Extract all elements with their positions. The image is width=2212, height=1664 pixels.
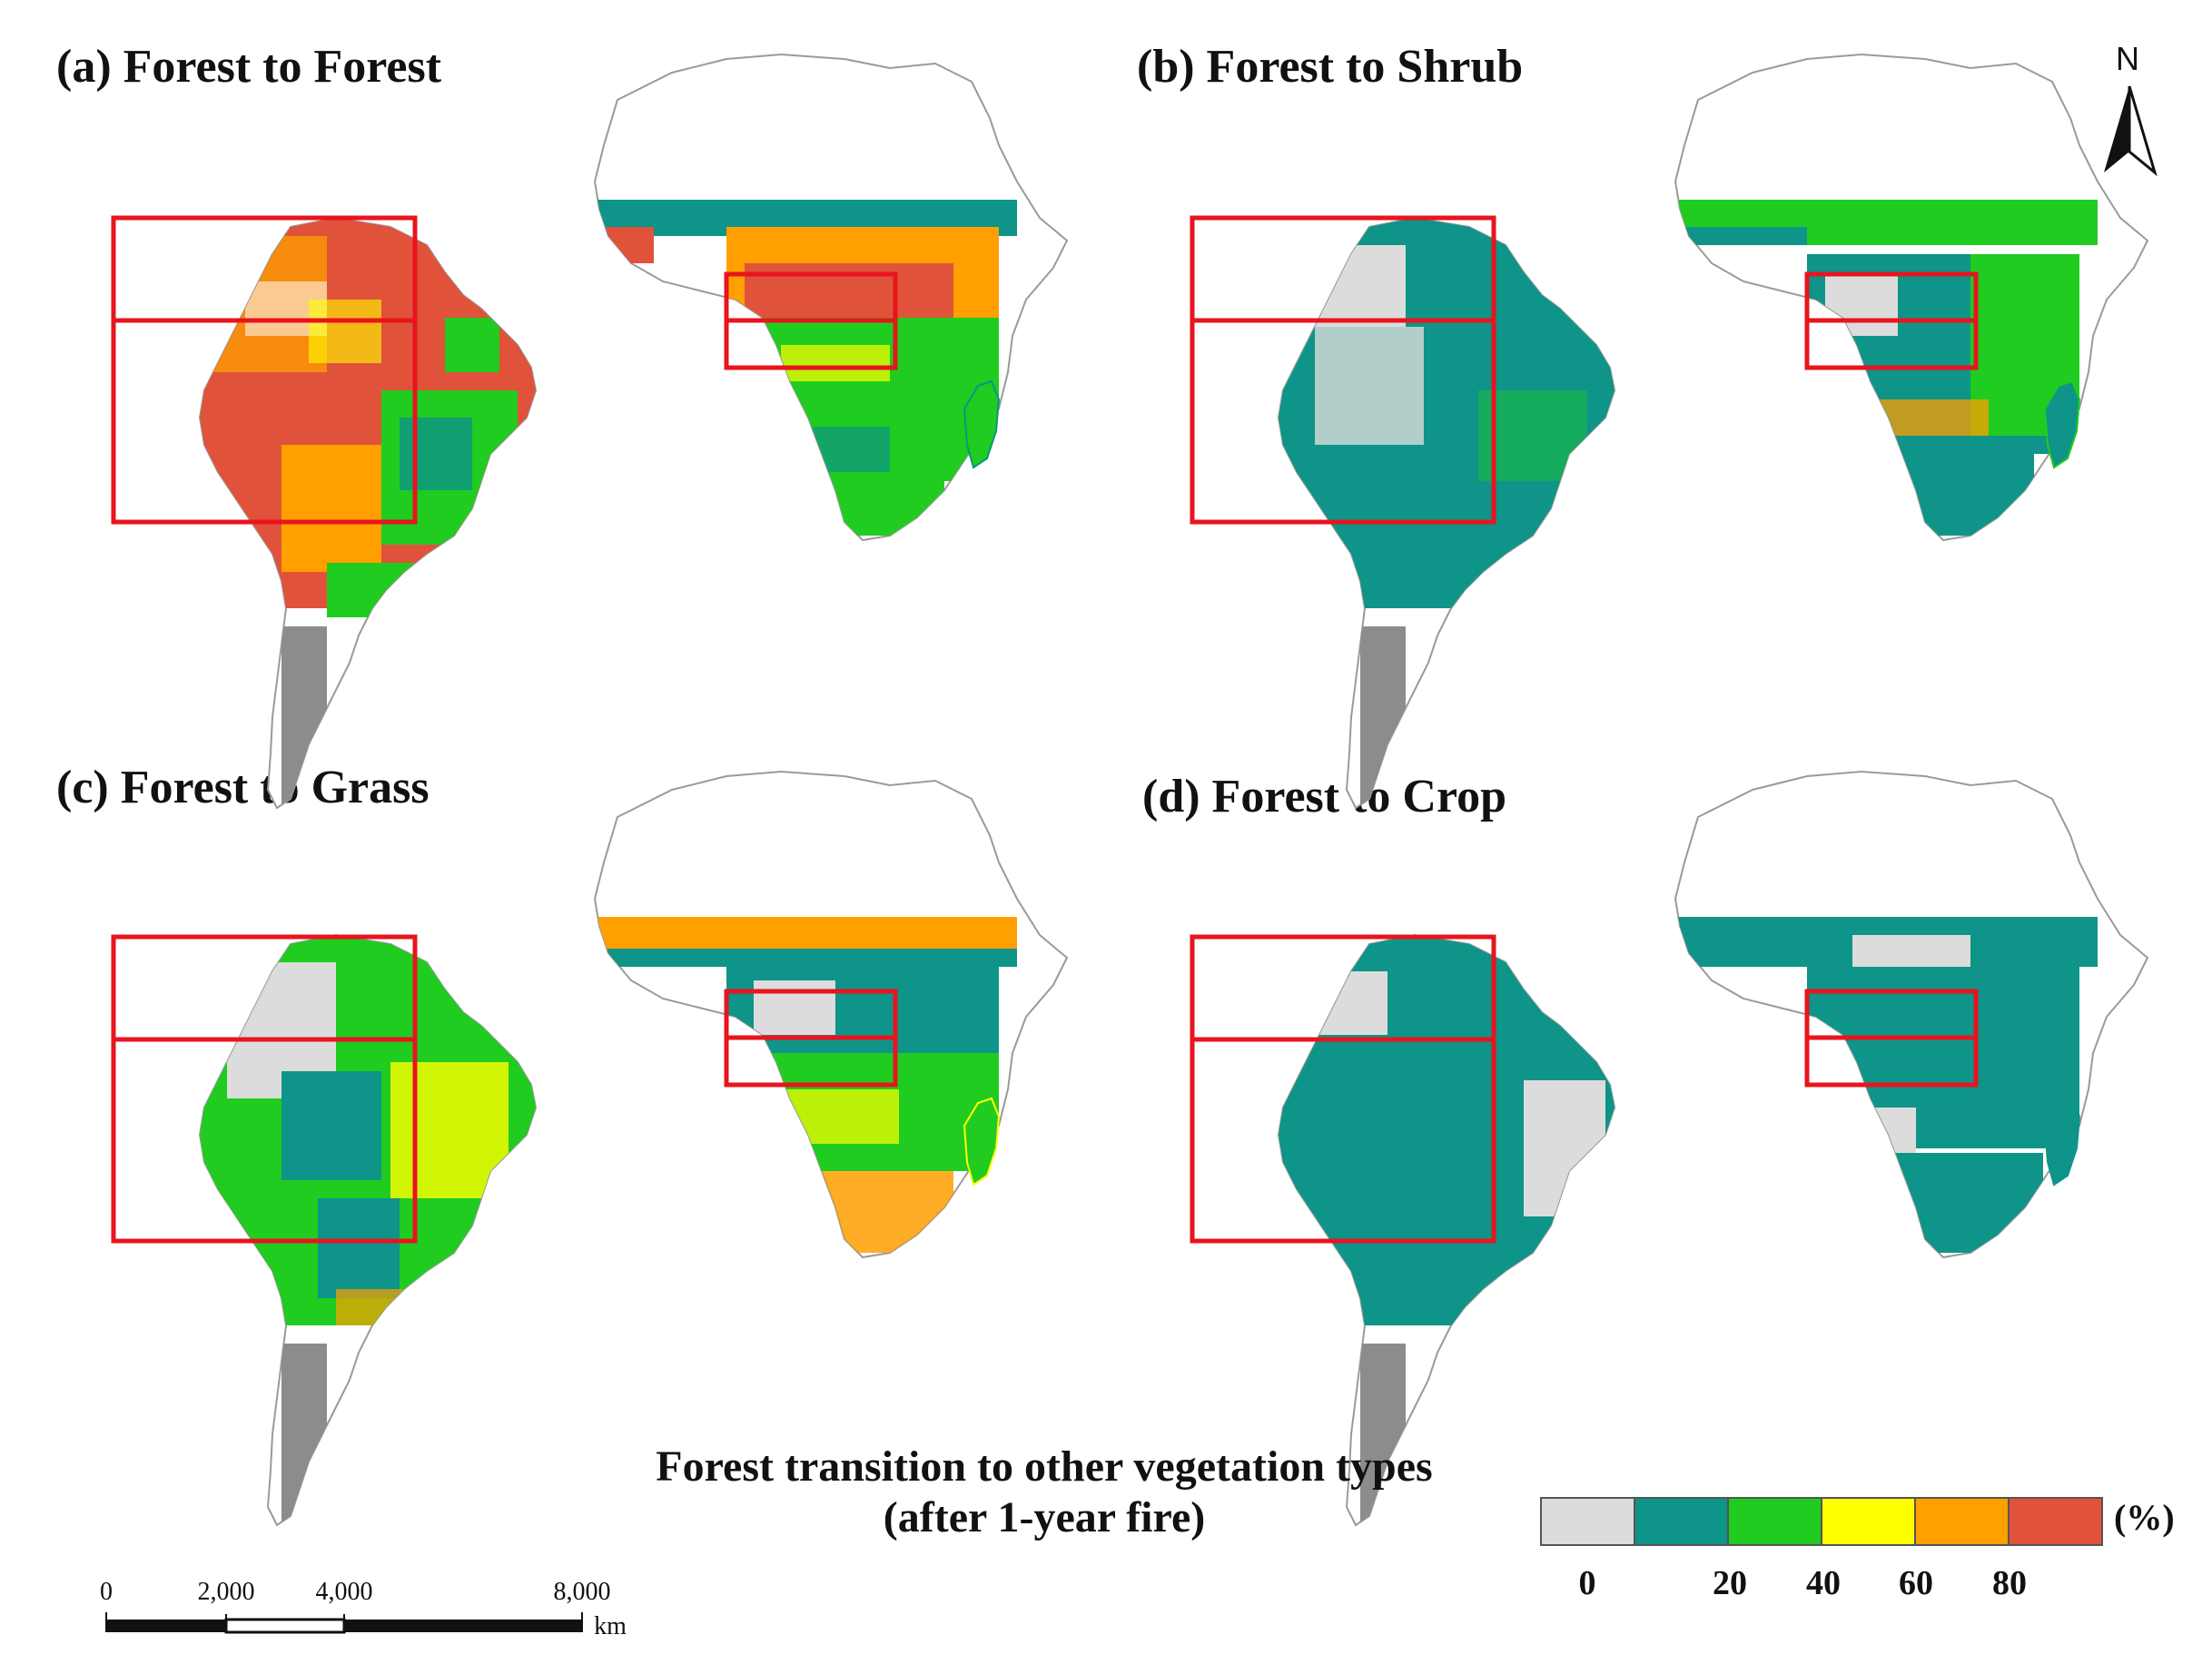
scale-unit-km: km — [594, 1612, 627, 1640]
legend-tick-60: 60 — [1899, 1564, 1933, 1602]
panel-title-a: (a) Forest to Forest — [56, 41, 442, 93]
panel-a-africa-map — [594, 54, 1068, 541]
legend-class-3 — [1821, 1497, 1916, 1546]
legend-unit: (%) — [2114, 1497, 2175, 1538]
panel-d-sa-box-2 — [1190, 1037, 1496, 1244]
legend-class-0 — [1540, 1497, 1635, 1546]
scale-label-0: 0 — [100, 1578, 113, 1606]
panel-title-d: (d) Forest to Crop — [1142, 771, 1507, 822]
panel-b-af-box-2 — [1804, 318, 1979, 370]
panel-d-south-america-map — [1278, 934, 1615, 1526]
north-arrow-icon — [2104, 85, 2158, 177]
legend-title-line1: Forest transition to other vegetation ty… — [656, 1442, 1433, 1491]
highlight-boxes — [111, 215, 1979, 1244]
panel-c-south-america-map — [199, 934, 537, 1526]
north-label: N — [2116, 40, 2139, 77]
scale-label-8000: 8,000 — [553, 1578, 611, 1606]
panel-a-sa-box-2 — [111, 318, 418, 525]
panel-title-b: (b) Forest to Shrub — [1137, 41, 1524, 93]
legend-title: Forest transition to other vegetation ty… — [545, 1442, 1544, 1543]
panel-d-africa-map — [1674, 771, 2148, 1258]
legend-title-line2: (after 1-year fire) — [883, 1493, 1206, 1541]
panel-d-af-box-2 — [1804, 1035, 1979, 1088]
legend-class-1 — [1634, 1497, 1729, 1546]
legend-tick-20: 20 — [1713, 1564, 1747, 1602]
legend-tick-40: 40 — [1806, 1564, 1841, 1602]
legend-class-2 — [1727, 1497, 1822, 1546]
legend-tick-80: 80 — [1992, 1564, 2027, 1602]
scale-bar — [105, 1612, 583, 1634]
panel-b-south-america-map — [1278, 217, 1615, 809]
panel-b-africa-map — [1674, 54, 2148, 541]
panel-c-africa-map — [594, 771, 1068, 1258]
legend-class-5 — [2008, 1497, 2103, 1546]
legend-tick-0: 0 — [1578, 1564, 1596, 1602]
panel-a-af-box-2 — [724, 318, 898, 370]
panel-a-south-america-map — [199, 217, 537, 809]
panel-title-c: (c) Forest to Grass — [56, 762, 430, 813]
panel-c-sa-box-2 — [111, 1037, 418, 1244]
scale-label-2000: 2,000 — [197, 1578, 255, 1606]
panel-c-af-box-2 — [724, 1035, 898, 1088]
legend-color-bar — [1540, 1497, 2103, 1546]
scale-label-4000: 4,000 — [315, 1578, 373, 1606]
legend-class-4 — [1914, 1497, 2010, 1546]
panel-b-sa-box-2 — [1190, 318, 1496, 525]
